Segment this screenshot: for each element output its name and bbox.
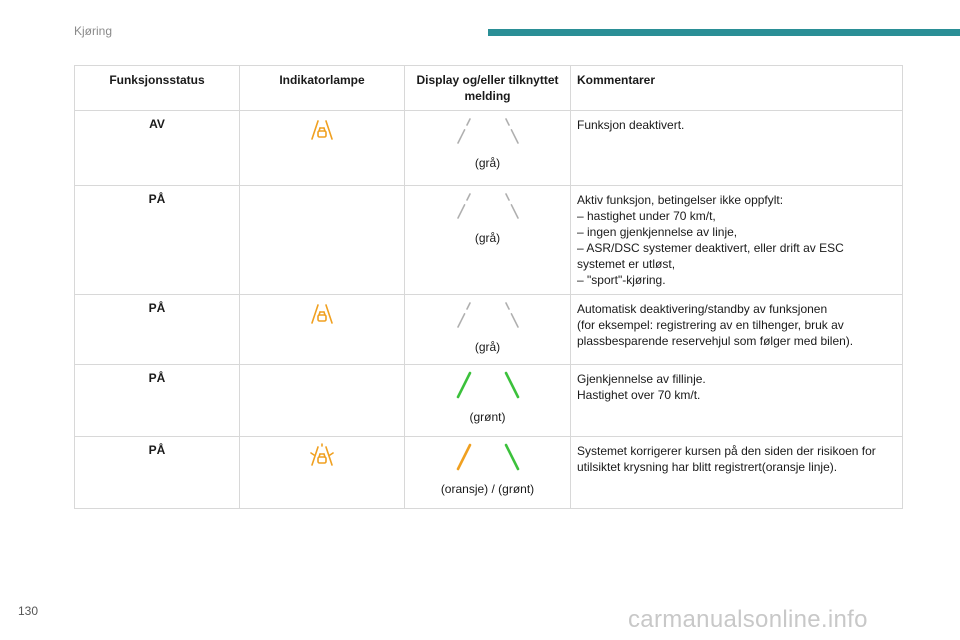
lane-lines-icon [456,371,519,399]
display-cell: (grønt) [404,364,571,437]
display-color-label: (grå) [474,156,501,170]
left-lane-dash [456,204,465,219]
lane-assist-warning-icon [309,120,335,146]
column-header-display: Display og/eller tilknyttet melding [404,65,571,111]
lane-display-icon [456,301,520,332]
comment-line: utilsiktet krysning har blitt registrert… [577,460,838,474]
right-lane-dash [510,313,519,328]
right-lane-dash [510,204,519,219]
comment-line: systemet er utløst, [577,257,676,271]
comment-cell: Funksjon deaktivert. [570,110,903,186]
indicator-lamp-cell [239,185,405,295]
lane-display-icon [456,117,520,148]
display-color-label: (grønt) [469,410,506,424]
lane-lines-icon [456,302,519,328]
comment-cell: Aktiv funksjon, betingelser ikke oppfylt… [570,185,903,295]
right-lane-dash [504,118,510,126]
page-number: 130 [18,604,39,618]
comment-line: plassbesparende reservehjul som følger m… [577,334,854,348]
column-header-status: Funksjonsstatus [74,65,240,111]
lane-assist-warning-icon [309,443,335,472]
comment-line: Aktiv funksjon, betingelser ikke oppfylt… [577,193,784,207]
display-color-label: (oransje) / (grønt) [440,482,535,496]
status-cell: PÅ [74,294,240,365]
left-lane-dash [465,302,471,310]
comment-cell: Systemet korrigerer kursen på den siden … [570,436,903,509]
status-cell: AV [74,110,240,186]
display-color-label: (grå) [474,231,501,245]
comment-line: Funksjon deaktivert. [577,118,685,132]
right-lane-dash [504,193,510,201]
right-lane-dash [510,129,519,144]
column-header-lamp: Indikatorlampe [239,65,405,111]
display-cell: (oransje) / (grønt) [404,436,571,509]
comment-line: Gjenkjennelse av fillinje. [577,372,706,386]
lane-lines-icon [456,118,519,144]
table-header-row: Funksjonsstatus Indikatorlampe Display o… [74,65,903,111]
lane-display-icon [456,371,520,402]
comment-line: – ingen gjenkjennelse av linje, [577,225,738,239]
table-row: AV (grå) Funksjon deaktivert. [74,110,903,186]
section-title: Kjøring [74,24,113,38]
comment-cell: Gjenkjennelse av fillinje. Hastighet over… [570,364,903,437]
table-row: PÅ (grå) Aktiv funksjon, betingelser ikke … [74,185,903,295]
display-cell: (grå) [404,294,571,365]
comment-line: – "sport"-kjøring. [577,273,666,287]
table-row: PÅ (oransje) / (grønt) Systemet korrigerer… [74,436,903,509]
header-accent-bar [488,29,960,36]
comment-line: – hastighet under 70 km/t, [577,209,716,223]
comment-line: Systemet korrigerer kursen på den siden … [577,444,876,458]
lane-lines-icon [456,193,519,219]
display-cell: (grå) [404,110,571,186]
table-row: PÅ (grønt) Gjenkjennelse av fillinje. Hasti… [74,364,903,437]
right-lane-line [504,371,519,399]
left-lane-line [456,443,471,471]
left-lane-dash [465,193,471,201]
comment-line: (for eksempel: registrering av en tilhen… [577,318,844,332]
comment-line: – ASR/DSC systemer deaktivert, eller dri… [577,241,844,255]
comment-cell: Automatisk deaktivering/standby av funks… [570,294,903,365]
lane-assist-warning-icon [309,304,335,330]
display-color-label: (grå) [474,340,501,354]
watermark: carmanualsonline.info [628,606,868,633]
left-lane-dash [465,118,471,126]
function-status-table: Funksjonsstatus Indikatorlampe Display o… [74,65,903,509]
indicator-lamp-cell [239,294,405,365]
right-lane-dash [504,302,510,310]
indicator-lamp-cell [239,436,405,509]
comment-line: Automatisk deaktivering/standby av funks… [577,302,828,316]
display-cell: (grå) [404,185,571,295]
status-cell: PÅ [74,436,240,509]
indicator-lamp-cell [239,364,405,437]
status-cell: PÅ [74,185,240,295]
right-lane-line [504,443,519,471]
indicator-lamp-cell [239,110,405,186]
status-cell: PÅ [74,364,240,437]
left-lane-dash [456,129,465,144]
lane-display-icon [456,443,520,474]
left-lane-dash [456,313,465,328]
column-header-comments: Kommentarer [570,65,903,111]
table-row: PÅ (grå) Automatisk deaktivering/standby a… [74,294,903,365]
lane-display-icon [456,192,520,223]
lane-lines-icon [456,443,519,471]
left-lane-line [456,371,471,399]
comment-line: Hastighet over 70 km/t. [577,388,701,402]
